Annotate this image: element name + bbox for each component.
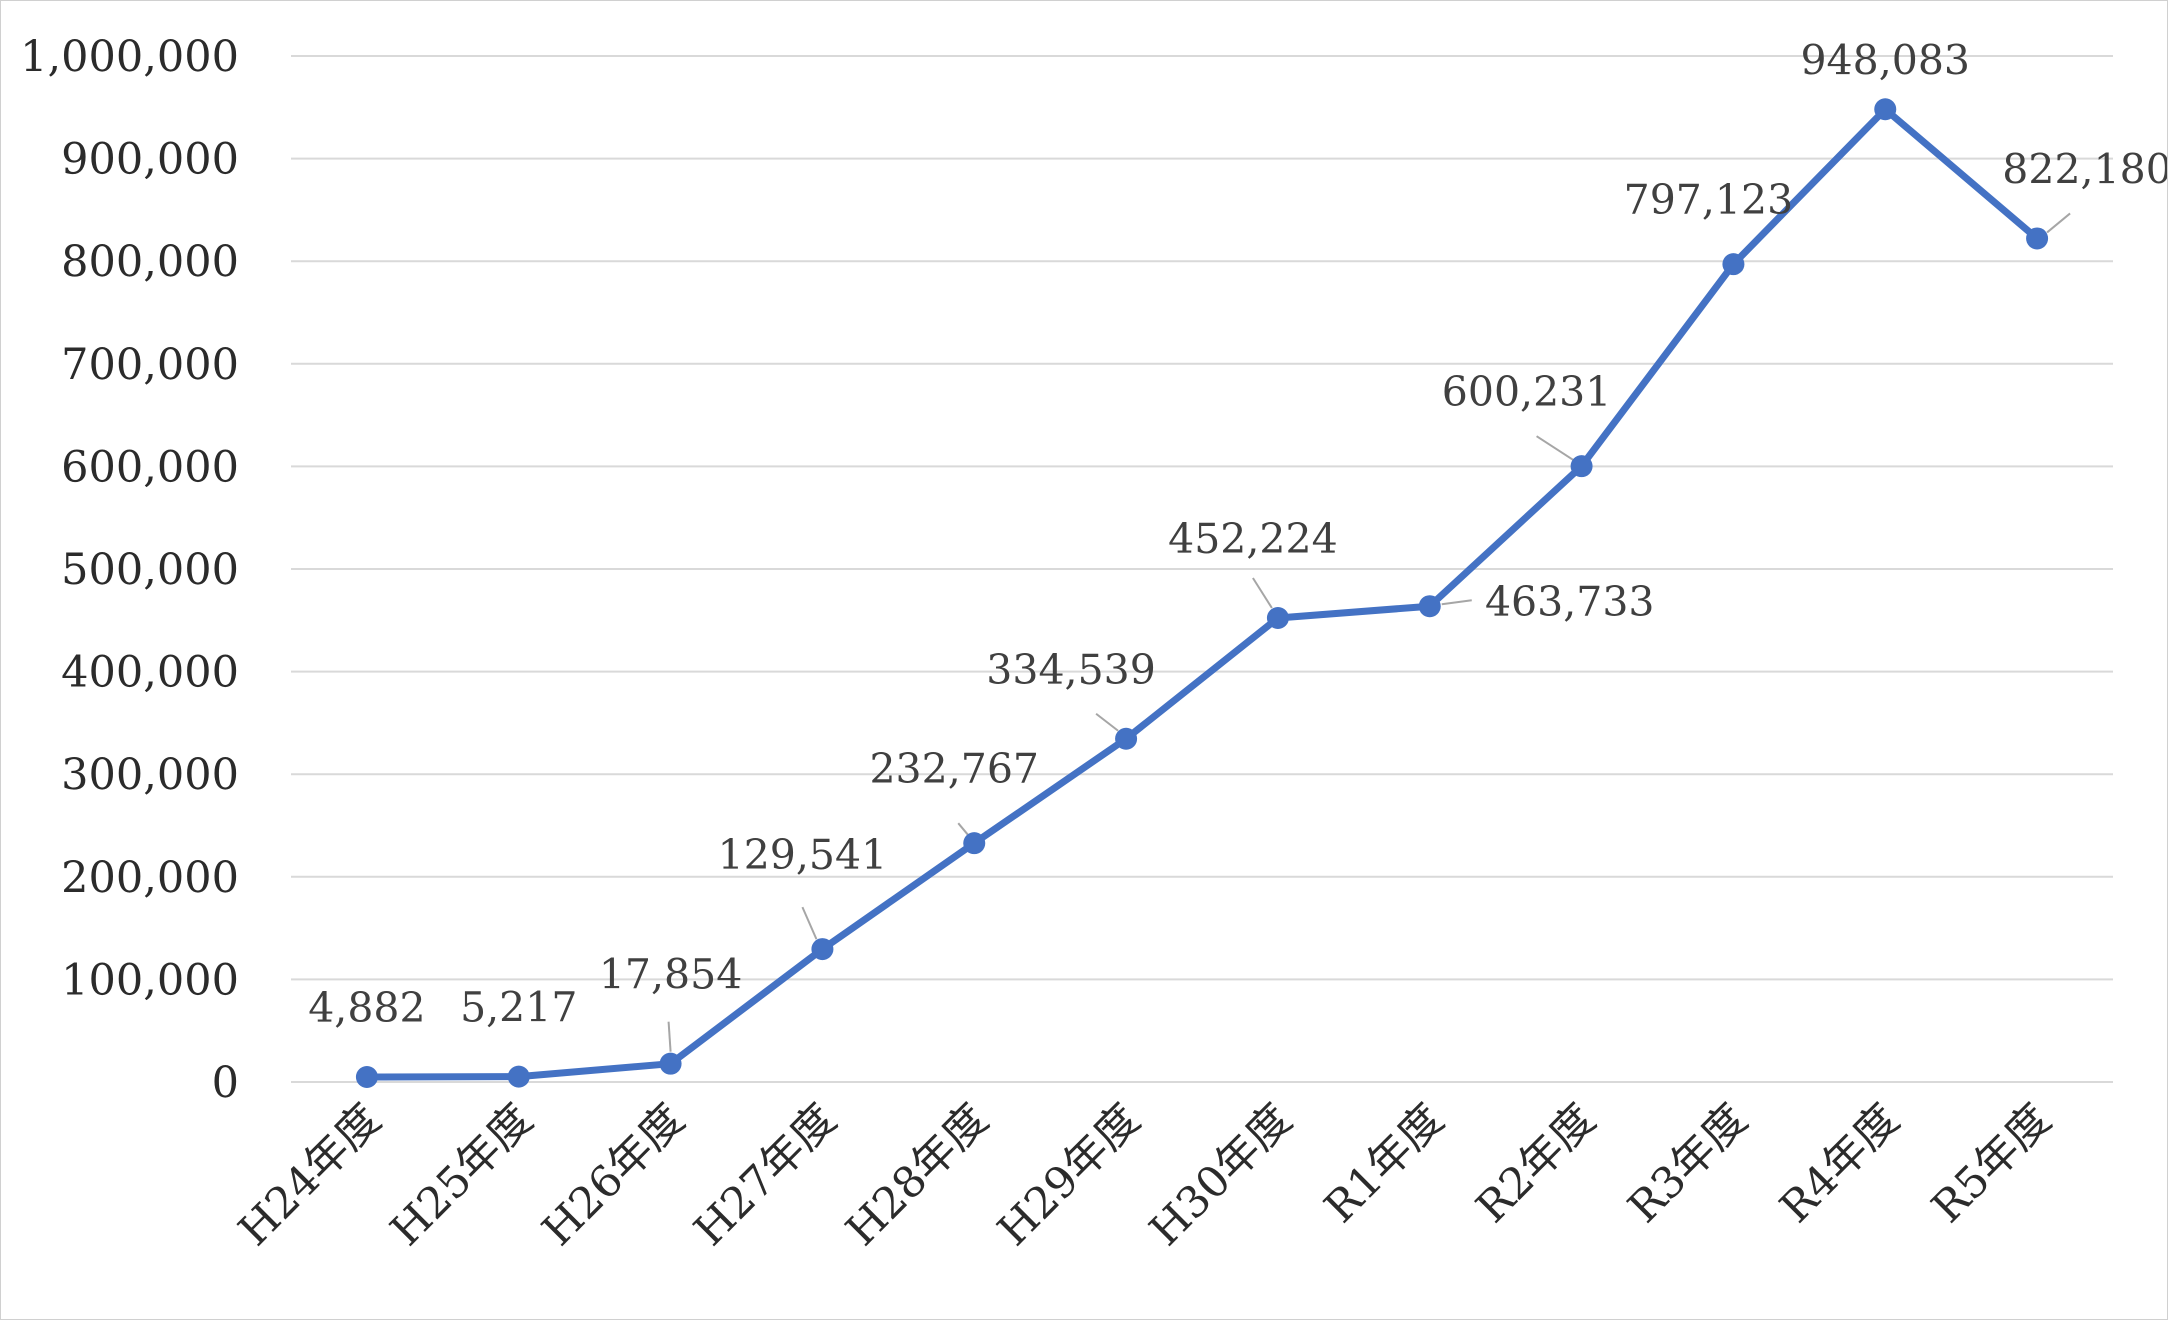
data-point: [2026, 227, 2049, 250]
data-label: 17,854: [599, 951, 742, 999]
data-label-leaders: [667, 212, 2071, 1052]
y-tick-label: 900,000: [61, 135, 239, 185]
data-label: 4,882: [308, 984, 425, 1032]
data-labels: 4,882 5,217 17,854 129,541 232,767 334,539 452…: [308, 36, 2167, 1032]
data-label-leader: [1252, 577, 1273, 609]
y-tick-label: 700,000: [61, 340, 239, 390]
data-label-leader: [957, 822, 970, 836]
data-label: 822,180: [2002, 145, 2167, 193]
data-label-leader: [2046, 212, 2071, 234]
gridlines: [291, 55, 2113, 1083]
x-tick-label: H30年度: [1140, 1094, 1301, 1255]
data-label-leader: [1441, 599, 1472, 606]
y-tick-label: 800,000: [61, 237, 239, 287]
data-point: [355, 1065, 378, 1088]
data-point: [1570, 455, 1593, 478]
x-tick-label: H25年度: [381, 1094, 542, 1255]
x-tick-label: H29年度: [988, 1094, 1149, 1255]
data-point: [1418, 595, 1441, 618]
x-tick-label: H27年度: [685, 1094, 846, 1255]
y-tick-label: 0: [212, 1058, 239, 1108]
y-tick-label: 100,000: [61, 955, 239, 1005]
x-tick-label: H28年度: [837, 1094, 998, 1255]
data-label: 334,539: [986, 646, 1156, 694]
x-tick-label: R5年度: [1922, 1094, 2060, 1232]
data-point: [963, 832, 986, 855]
y-tick-label: 1,000,000: [20, 32, 239, 82]
x-tick-label: R1年度: [1315, 1094, 1453, 1232]
data-point: [811, 938, 834, 961]
y-tick-label: 200,000: [61, 853, 239, 903]
y-tick-label: 300,000: [61, 750, 239, 800]
data-point: [1874, 98, 1897, 121]
data-points: [355, 98, 2049, 1088]
data-label: 463,733: [1485, 578, 1655, 626]
data-label-leader: [1095, 712, 1119, 732]
y-tick-label: 400,000: [61, 648, 239, 698]
y-axis-labels: 0 100,000 200,000 300,000 400,000 500,000 600,…: [20, 32, 239, 1108]
series-line-group: [363, 105, 2041, 1081]
x-tick-label: R3年度: [1619, 1094, 1757, 1232]
data-label: 232,767: [869, 745, 1039, 793]
x-tick-label: R2年度: [1467, 1094, 1605, 1232]
data-label-leader: [1536, 435, 1575, 462]
series-line: [363, 105, 2041, 1081]
x-tick-label: H26年度: [533, 1094, 694, 1255]
data-label: 797,123: [1624, 176, 1794, 224]
data-point: [1722, 253, 1745, 276]
data-label: 452,224: [1168, 515, 1338, 563]
y-tick-label: 500,000: [61, 545, 239, 595]
data-point: [659, 1052, 682, 1075]
data-label: 129,541: [718, 831, 888, 879]
x-tick-label: R4年度: [1771, 1094, 1909, 1232]
data-point: [507, 1065, 530, 1088]
x-tick-label: H24年度: [229, 1094, 390, 1255]
data-label-leader: [801, 906, 818, 940]
data-point: [1266, 607, 1289, 630]
data-label: 5,217: [460, 984, 577, 1032]
data-point: [1115, 727, 1138, 750]
y-tick-label: 600,000: [61, 442, 239, 492]
data-label: 948,083: [1800, 36, 1970, 84]
data-label: 600,231: [1442, 368, 1612, 416]
data-label-leader: [667, 1021, 672, 1052]
